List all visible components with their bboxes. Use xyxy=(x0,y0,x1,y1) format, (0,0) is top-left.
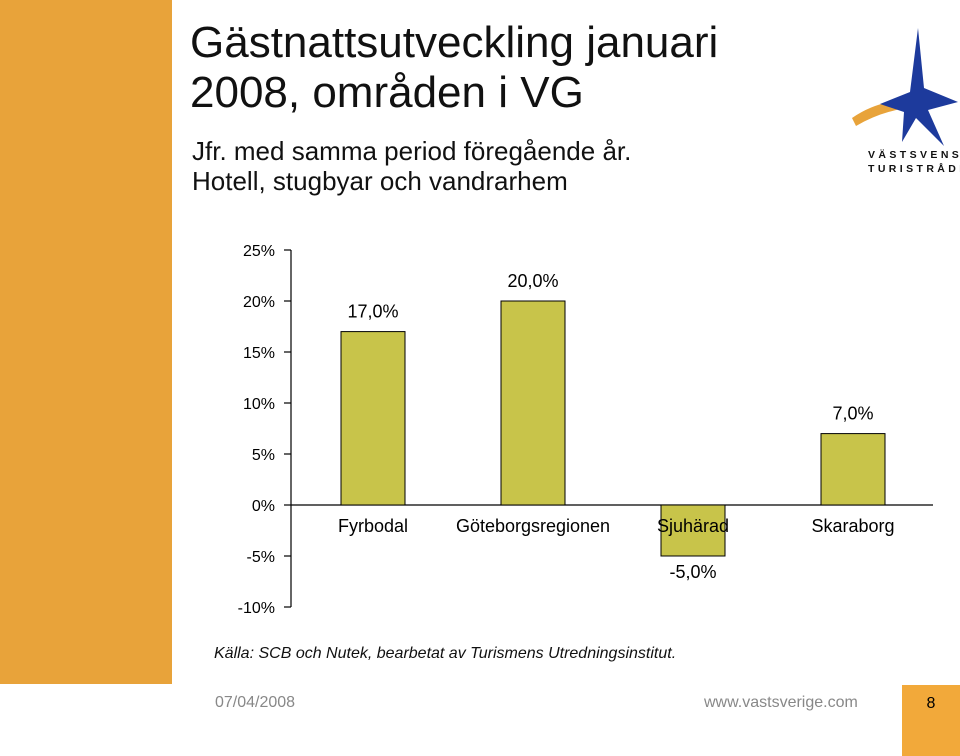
data-label: 17,0% xyxy=(347,302,398,322)
footer-url: www.vastsverige.com xyxy=(704,694,858,711)
source-note: Källa: SCB och Nutek, bearbetat av Turis… xyxy=(214,645,677,662)
category-label: Göteborgsregionen xyxy=(456,516,610,536)
logo-star-icon xyxy=(880,28,958,146)
data-label: -5,0% xyxy=(669,562,716,582)
subtitle-line-1: Jfr. med samma period föregående år. xyxy=(192,136,632,166)
y-tick-label: 20% xyxy=(243,294,275,311)
logo-text-line-2: TURISTRÅDET xyxy=(868,163,960,175)
y-tick-label: -5% xyxy=(247,549,275,566)
bar xyxy=(500,300,566,506)
subtitle-line-2: Hotell, stugbyar och vandrarhem xyxy=(192,166,568,196)
bar xyxy=(820,433,886,506)
logo-swoosh-icon xyxy=(852,101,932,126)
category-label: Skaraborg xyxy=(811,516,894,536)
y-tick-label: -10% xyxy=(238,600,275,617)
data-label: 7,0% xyxy=(832,404,873,424)
logo-text-line-1: VÄSTSVENSKA xyxy=(868,149,960,161)
page-number: 8 xyxy=(926,695,936,712)
title-line-1: Gästnattsutveckling januari xyxy=(190,18,719,67)
page-title: Gästnattsutveckling januari 2008, område… xyxy=(190,18,718,118)
logo-text: VÄSTSVENSKA TURISTRÅDET xyxy=(868,148,960,176)
footer-date: 07/04/2008 xyxy=(215,694,296,711)
bar xyxy=(340,331,406,506)
page-number-box: 8 xyxy=(902,685,960,756)
y-tick-label: 10% xyxy=(243,396,275,413)
data-label: 20,0% xyxy=(507,271,558,291)
y-tick-label: 15% xyxy=(243,345,275,362)
y-tick-label: 5% xyxy=(252,447,275,464)
bar xyxy=(660,504,726,557)
y-tick-label: 0% xyxy=(252,498,275,515)
title-line-2: 2008, områden i VG xyxy=(190,68,584,117)
accent-band xyxy=(0,0,172,684)
category-label: Fyrbodal xyxy=(338,516,408,536)
star-logo-icon xyxy=(852,28,958,146)
category-label: Sjuhärad xyxy=(657,516,729,536)
y-tick-label: 25% xyxy=(243,243,275,260)
